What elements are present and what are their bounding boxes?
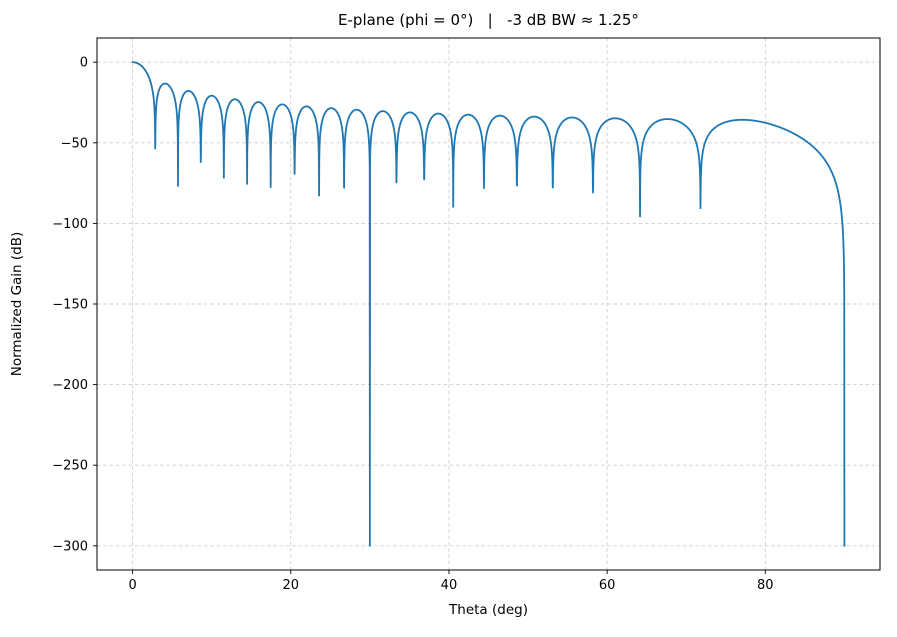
- x-tick-label: 60: [599, 578, 616, 593]
- x-axis-label: Theta (deg): [449, 602, 528, 618]
- x-tick-label: 20: [282, 578, 299, 593]
- y-tick-label: 0: [80, 56, 88, 71]
- pattern-curve: [131, 61, 846, 547]
- y-tick-label: −150: [52, 298, 88, 313]
- y-tick-label: −300: [52, 539, 88, 554]
- x-tick-label: 80: [757, 578, 774, 593]
- x-tick-label: 0: [128, 578, 136, 593]
- y-tick-label: −50: [61, 136, 88, 151]
- chart-title: E-plane (phi = 0°) | -3 dB BW ≈ 1.25°: [338, 11, 639, 29]
- y-tick-label: −100: [52, 217, 88, 232]
- axes-border: [96, 37, 881, 571]
- y-tick-label: −250: [52, 459, 88, 474]
- x-tick-label: 40: [441, 578, 458, 593]
- y-tick-label: −200: [52, 378, 88, 393]
